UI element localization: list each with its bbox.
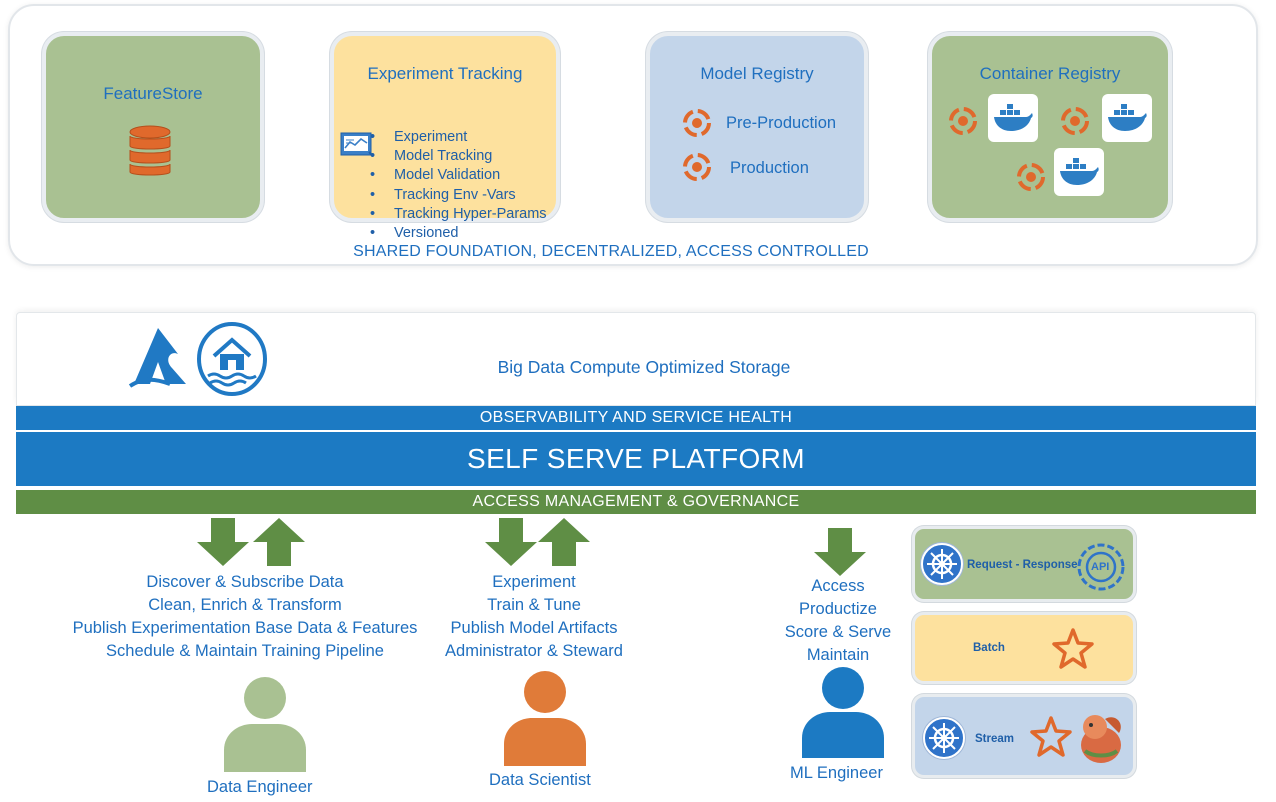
model-registry-production: Production xyxy=(730,159,809,177)
list-item: Experiment xyxy=(370,128,547,147)
task-line: Publish Model Artifacts xyxy=(450,619,618,637)
down-arrow-icon xyxy=(814,528,866,576)
data-scientist-label: Data Scientist xyxy=(489,771,591,789)
request-response-mode: Request - Response API xyxy=(912,526,1136,602)
task-line: Experiment xyxy=(492,573,576,591)
person-icon xyxy=(504,671,586,766)
database-icon xyxy=(129,125,171,176)
up-arrow-icon xyxy=(253,518,305,566)
list-item: Tracking Hyper-Params xyxy=(370,205,547,224)
list-item: Model Validation xyxy=(370,166,547,185)
ml-engineer-tasks: Access Productize Score & Serve Maintain xyxy=(770,575,906,667)
foundation-caption: SHARED FOUNDATION, DECENTRALIZED, ACCESS… xyxy=(353,243,869,260)
down-arrow-icon xyxy=(485,518,537,566)
stream-label: Stream xyxy=(975,733,1014,745)
docker-icon xyxy=(988,94,1038,142)
observability-label: OBSERVABILITY AND SERVICE HEALTH xyxy=(479,409,793,426)
cycle-icon xyxy=(949,107,977,135)
self-serve-label: SELF SERVE PLATFORM xyxy=(467,443,805,474)
up-arrow-icon xyxy=(538,518,590,566)
ml-engineer-label: ML Engineer xyxy=(790,764,883,782)
self-serve-band: SELF SERVE PLATFORM xyxy=(16,432,1256,486)
list-item: Model Tracking xyxy=(370,147,547,166)
batch-label: Batch xyxy=(973,642,1005,654)
list-item: Tracking Env -Vars xyxy=(370,186,547,205)
task-line: Discover & Subscribe Data xyxy=(146,573,344,591)
kubernetes-icon xyxy=(921,543,963,585)
flink-squirrel-icon xyxy=(1081,715,1121,763)
task-line: Administrator & Steward xyxy=(445,642,623,660)
docker-icon xyxy=(1102,94,1152,142)
cycle-icon xyxy=(683,153,711,181)
experiment-tracking-list: Experiment Model Tracking Model Validati… xyxy=(370,128,547,243)
task-line: Clean, Enrich & Transform xyxy=(148,596,342,614)
model-registry-tile: Model Registry Pre-Production Production xyxy=(646,32,868,222)
task-line: Productize xyxy=(799,600,877,618)
cycle-icon xyxy=(683,109,711,137)
feature-store-tile: FeatureStore xyxy=(42,32,264,222)
docker-icon xyxy=(1054,148,1104,196)
data-engineer-label: Data Engineer xyxy=(207,778,313,796)
api-gear-icon xyxy=(1077,543,1125,591)
batch-mode: Batch xyxy=(912,612,1136,684)
container-registry-tile: Container Registry xyxy=(928,32,1172,222)
shared-foundation-panel xyxy=(8,4,1258,266)
storage-label: Big Data Compute Optimized Storage xyxy=(497,357,791,377)
data-scientist-tasks: Experiment Train & Tune Publish Model Ar… xyxy=(434,571,634,663)
data-lake-logo-icon xyxy=(128,328,186,388)
list-item: Versioned xyxy=(370,224,547,243)
task-line: Maintain xyxy=(806,646,870,664)
kubernetes-icon xyxy=(923,717,965,759)
person-icon xyxy=(802,667,884,758)
experiment-tracking-title: Experiment Tracking xyxy=(367,64,523,83)
spark-star-icon xyxy=(1030,716,1072,757)
cycle-icon xyxy=(1017,163,1045,191)
observability-band: OBSERVABILITY AND SERVICE HEALTH xyxy=(16,406,1256,430)
task-line: Train & Tune xyxy=(487,596,581,614)
request-response-label: Request - Response xyxy=(967,559,1078,571)
task-line: Schedule & Maintain Training Pipeline xyxy=(106,642,384,660)
model-registry-pre-production: Pre-Production xyxy=(726,114,837,132)
access-management-label: ACCESS MANAGEMENT & GOVERNANCE xyxy=(472,493,800,510)
task-line: Access xyxy=(811,577,865,595)
task-line: Publish Experimentation Base Data & Feat… xyxy=(72,619,418,637)
experiment-tracking-tile: Experiment Tracking Experiment Model Tra… xyxy=(330,32,560,241)
task-line: Score & Serve xyxy=(784,623,892,641)
lakehouse-icon xyxy=(197,322,267,396)
feature-store-title: FeatureStore xyxy=(103,84,203,103)
person-icon xyxy=(224,677,306,772)
down-arrow-icon xyxy=(197,518,249,566)
access-management-band: ACCESS MANAGEMENT & GOVERNANCE xyxy=(16,490,1256,514)
cycle-icon xyxy=(1061,107,1089,135)
tracking-chart-icon xyxy=(340,132,374,157)
container-registry-title: Container Registry xyxy=(979,64,1121,83)
api-label: API xyxy=(1091,561,1110,573)
spark-star-icon xyxy=(1052,628,1094,669)
model-registry-title: Model Registry xyxy=(700,64,814,83)
data-engineer-tasks: Discover & Subscribe Data Clean, Enrich … xyxy=(56,571,434,663)
stream-mode: Stream xyxy=(912,694,1136,778)
